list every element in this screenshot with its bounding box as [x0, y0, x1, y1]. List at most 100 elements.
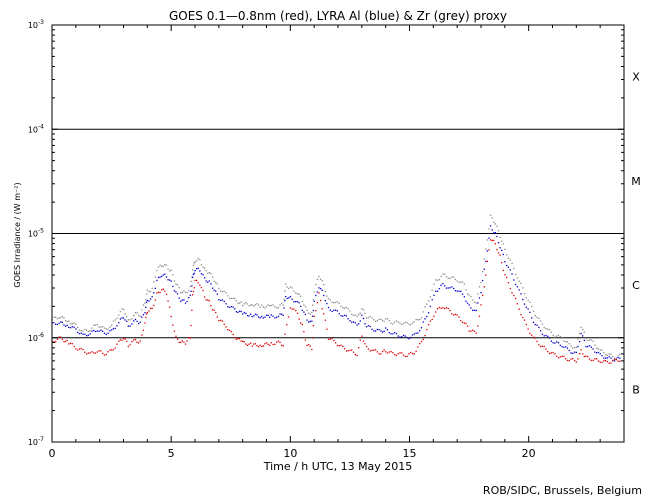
data-point	[274, 317, 276, 319]
data-point	[291, 298, 293, 300]
data-point	[87, 330, 90, 333]
data-point	[413, 321, 415, 323]
y-tick-label: 10-6	[28, 332, 44, 343]
data-point	[172, 274, 174, 276]
data-point	[298, 318, 300, 320]
data-point	[340, 315, 342, 317]
data-point	[301, 309, 303, 311]
data-point	[473, 330, 476, 332]
data-point	[420, 340, 423, 343]
data-point	[554, 336, 556, 338]
data-point	[308, 321, 310, 323]
data-point	[507, 282, 510, 284]
data-point	[336, 301, 339, 303]
data-point	[295, 300, 297, 303]
data-point	[529, 301, 531, 303]
data-point	[309, 313, 311, 315]
data-point	[438, 287, 440, 290]
data-point	[603, 360, 605, 362]
data-point	[573, 351, 576, 353]
data-point	[361, 335, 363, 337]
data-point	[619, 353, 621, 355]
data-point	[210, 305, 212, 307]
data-point	[134, 318, 137, 321]
data-point	[552, 342, 554, 344]
data-point	[192, 276, 194, 278]
flare-class-m: M	[631, 175, 641, 188]
series-0	[51, 214, 621, 359]
data-point	[131, 318, 133, 320]
data-point	[98, 326, 100, 328]
data-point	[539, 345, 542, 348]
data-point	[321, 308, 323, 310]
data-point	[351, 321, 353, 323]
data-point	[119, 339, 122, 341]
data-point	[118, 321, 120, 324]
data-point	[406, 322, 408, 324]
data-point	[514, 273, 517, 275]
data-point	[316, 301, 319, 304]
data-point	[582, 335, 584, 337]
data-point	[327, 306, 330, 309]
data-point	[311, 315, 314, 317]
data-point	[93, 324, 95, 326]
data-point	[463, 322, 466, 324]
data-point	[342, 345, 344, 348]
data-point	[463, 283, 466, 285]
data-point	[54, 316, 57, 319]
data-point	[606, 354, 609, 356]
data-point	[237, 302, 239, 304]
data-point	[216, 293, 218, 295]
data-point	[338, 313, 340, 315]
data-point	[587, 345, 589, 348]
data-point	[378, 353, 380, 355]
x-tick-label: 5	[168, 447, 175, 460]
data-point	[402, 354, 405, 356]
data-point	[615, 358, 617, 361]
data-point	[148, 290, 150, 293]
data-point	[447, 307, 449, 310]
data-point	[242, 304, 244, 307]
data-point	[118, 314, 120, 316]
data-point	[452, 276, 455, 278]
data-point	[71, 323, 73, 325]
data-point	[276, 316, 278, 319]
data-point	[175, 335, 177, 337]
data-point	[146, 299, 149, 302]
data-point	[499, 236, 501, 239]
data-point	[181, 291, 183, 294]
data-point	[429, 305, 432, 308]
data-point	[597, 348, 600, 350]
data-point	[608, 356, 610, 358]
data-point	[493, 232, 495, 234]
data-point	[592, 359, 594, 362]
data-point	[133, 339, 135, 341]
data-point	[126, 320, 128, 322]
data-point	[153, 304, 155, 307]
data-point	[550, 331, 553, 333]
data-point	[183, 341, 185, 343]
data-point	[298, 293, 300, 295]
data-point	[358, 346, 360, 349]
data-point	[202, 289, 204, 292]
data-point	[188, 337, 190, 339]
data-point	[77, 326, 79, 328]
data-point	[308, 312, 310, 314]
series-2	[51, 239, 621, 364]
data-point	[253, 315, 255, 317]
data-point	[110, 324, 113, 326]
data-point	[595, 352, 598, 354]
data-point	[388, 320, 390, 322]
data-point	[419, 342, 421, 345]
data-point	[556, 341, 558, 343]
data-point	[114, 327, 116, 330]
data-point	[213, 289, 215, 291]
data-point	[203, 277, 206, 279]
data-point	[529, 311, 531, 314]
data-point	[102, 330, 104, 333]
data-point	[347, 308, 349, 310]
data-point	[612, 359, 614, 362]
data-point	[408, 338, 410, 340]
data-point	[431, 299, 433, 301]
